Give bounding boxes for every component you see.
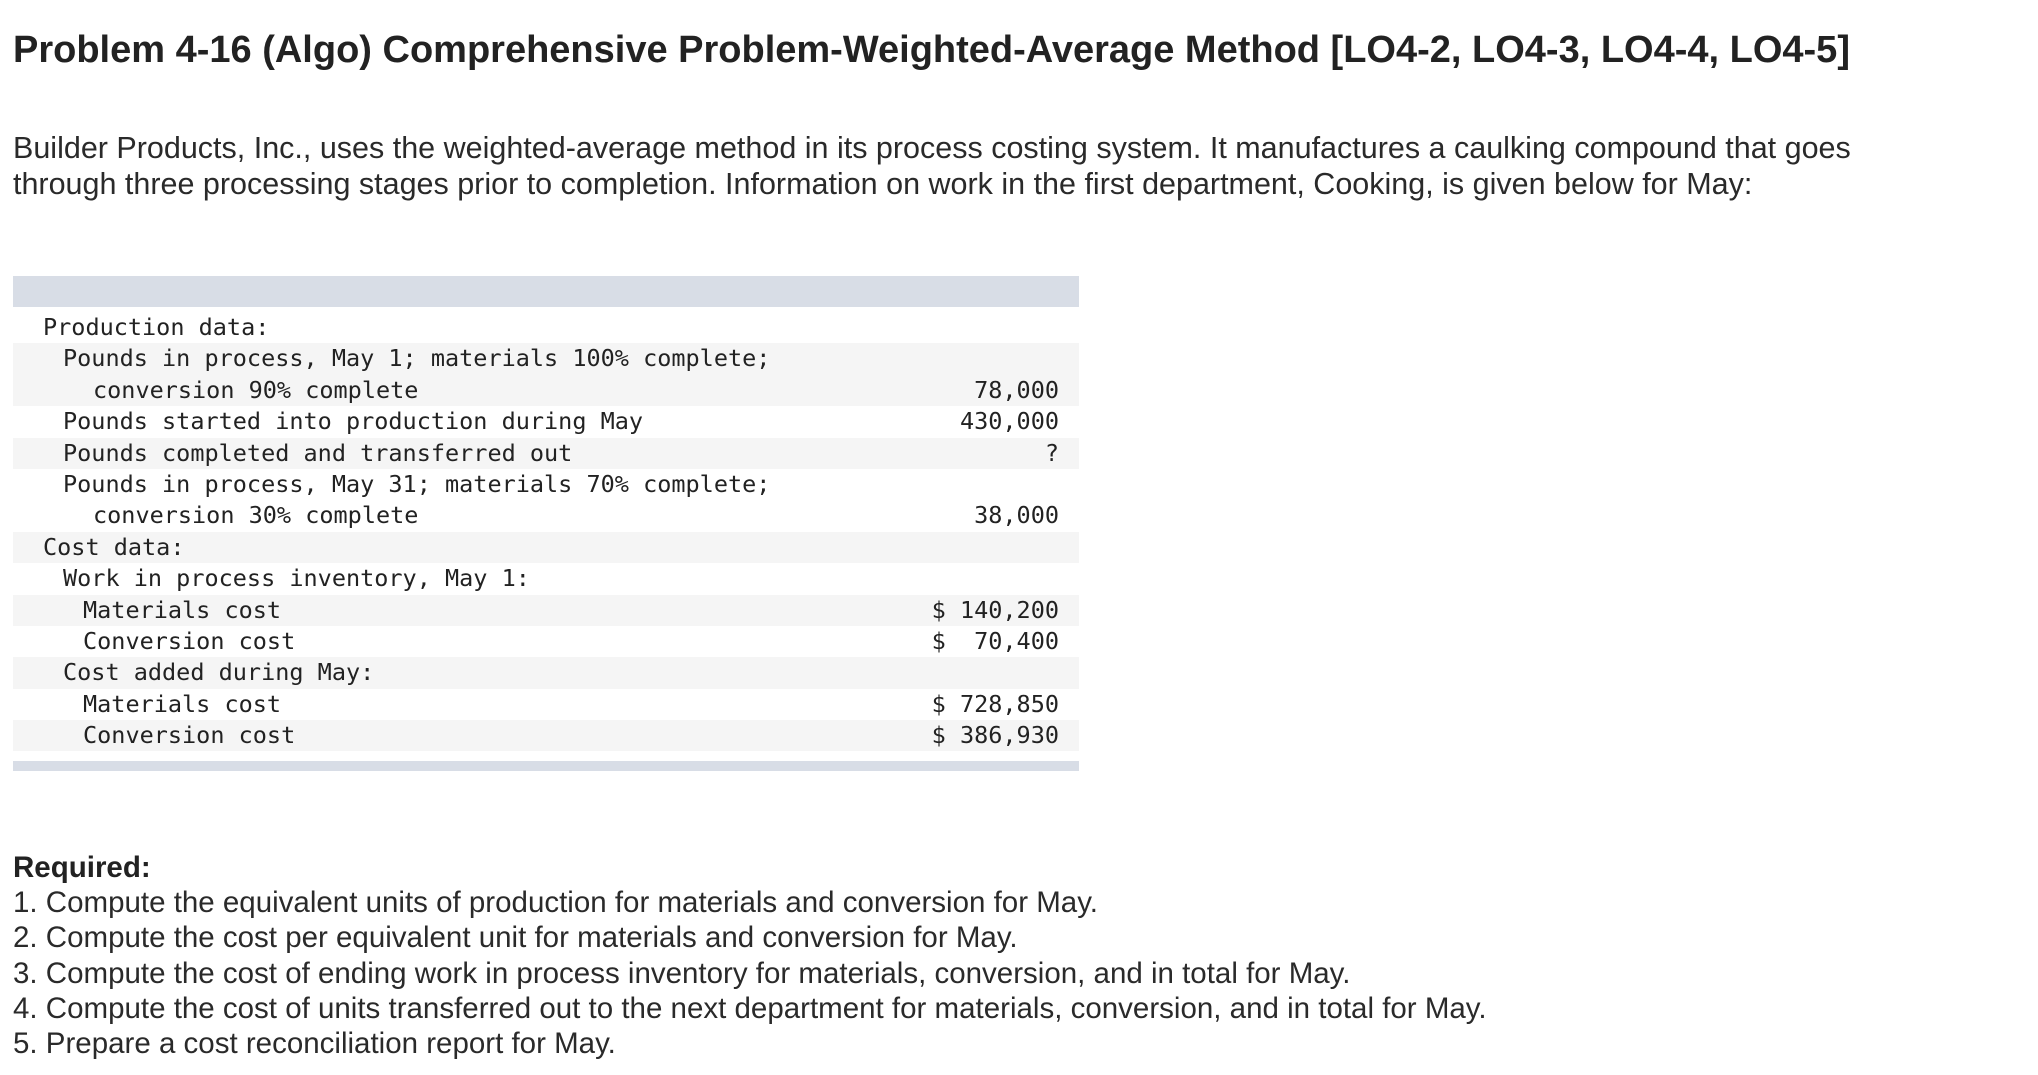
table-row: conversion 30% complete 38,000 [13, 500, 1079, 531]
row-label: Pounds started into production during Ma… [63, 407, 644, 436]
table-row: Pounds completed and transferred out ? [13, 437, 1079, 469]
required-heading: Required: [13, 851, 151, 884]
problem-title: Problem 4-16 (Algo) Comprehensive Proble… [13, 29, 1850, 71]
table-rows: Production data: Pounds in process, May … [13, 312, 1079, 752]
table-row: Conversion cost $ 70,400 [13, 626, 1079, 657]
required-item: 2. Compute the cost per equivalent unit … [13, 921, 1018, 955]
row-label: Cost data: [43, 532, 185, 561]
row-label: Pounds in process, May 1; materials 100%… [63, 344, 771, 373]
required-item: 5. Prepare a cost reconciliation report … [13, 1027, 616, 1061]
required-item: 4. Compute the cost of units transferred… [13, 991, 1487, 1025]
row-value: ? [1044, 438, 1059, 467]
row-value: $ 140,200 [931, 595, 1059, 624]
problem-intro: Builder Products, Inc., uses the weighte… [13, 131, 1851, 201]
table-row: Cost data: [13, 531, 1079, 564]
row-label: Pounds in process, May 31; materials 70%… [63, 469, 771, 498]
table-row: Pounds in process, May 31; materials 70%… [13, 469, 1079, 500]
required-item: 1. Compute the equivalent units of produ… [13, 886, 1098, 919]
row-label: Pounds completed and transferred out [63, 438, 573, 467]
row-label: Work in process inventory, May 1: [63, 564, 530, 593]
table-row: Materials cost $ 728,850 [13, 689, 1079, 720]
required-section: Required: 1. Compute the equivalent unit… [13, 850, 1913, 1061]
table-row: Work in process inventory, May 1: [13, 563, 1079, 594]
table-row: Conversion cost $ 386,930 [13, 720, 1079, 752]
row-label: Cost added during May: [63, 658, 375, 687]
table-row: Cost added during May: [13, 657, 1079, 689]
production-cost-data-table: Production data: Pounds in process, May … [13, 276, 1079, 772]
required-list: 1. Compute the equivalent units of produ… [13, 885, 1913, 1061]
row-value: 38,000 [974, 501, 1059, 530]
table-row: Materials cost $ 140,200 [13, 594, 1079, 626]
row-label: Conversion cost [83, 626, 296, 655]
row-value: $ 386,930 [931, 721, 1059, 750]
row-label: Materials cost [83, 595, 282, 624]
row-label: Production data: [43, 313, 270, 341]
row-label: Conversion cost [83, 721, 296, 750]
row-label: conversion 30% complete [93, 501, 419, 530]
row-value: $ 70,400 [931, 626, 1059, 655]
row-label: conversion 90% complete [93, 375, 419, 404]
row-value: 430,000 [959, 407, 1059, 436]
table-footer-band [13, 761, 1079, 772]
row-label: Materials cost [83, 689, 282, 718]
table-row: conversion 90% complete 78,000 [13, 374, 1079, 407]
row-value: $ 728,850 [931, 689, 1059, 718]
table-row: Pounds in process, May 1; materials 100%… [13, 343, 1079, 375]
table-header-band [13, 276, 1079, 307]
table-row: Pounds started into production during Ma… [13, 406, 1079, 437]
required-item: 3. Compute the cost of ending work in pr… [13, 956, 1351, 990]
row-value: 78,000 [974, 375, 1059, 404]
table-row: Production data: [13, 312, 1079, 343]
